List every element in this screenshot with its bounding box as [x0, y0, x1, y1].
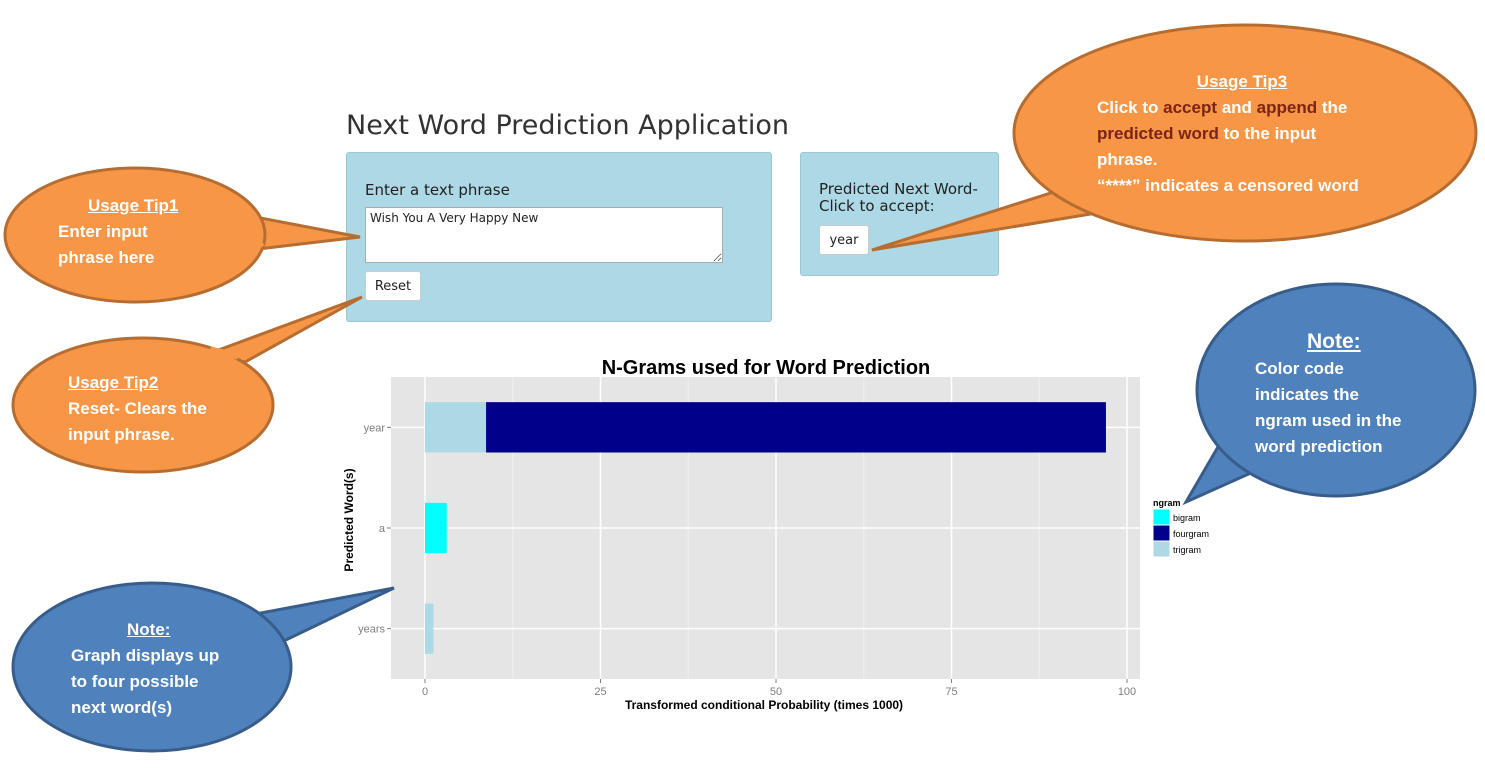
usage-tip2-line2: input phrase. — [68, 425, 175, 444]
x-tick-label: 100 — [1118, 686, 1136, 698]
app-title: Next Word Prediction Application — [346, 110, 790, 141]
legend-label-trigram: trigram — [1173, 545, 1201, 555]
usage-tip1-line1: Enter input — [58, 222, 148, 241]
usage-tip1-text: Usage Tip1 Enter input phrase here — [58, 193, 218, 271]
y-axis-ticks: year a years — [358, 422, 391, 636]
note-graph-line2: to four possible — [71, 672, 199, 691]
bar-fourgram-year — [486, 402, 1106, 453]
x-tick-label: 25 — [594, 686, 606, 698]
note-color-line3: ngram used in the — [1255, 411, 1402, 430]
usage-tip3-line3: phrase. — [1097, 150, 1158, 169]
legend-label-fourgram: fourgram — [1173, 529, 1209, 539]
note-graph-line1: Graph displays up — [71, 646, 220, 665]
usage-tip2-heading: Usage Tip2 — [68, 373, 159, 392]
x-tick-label: 0 — [422, 686, 428, 698]
y-axis-label: Predicted Word(s) — [342, 468, 356, 571]
usage-tip3-line1: Click to accept and append the — [1097, 98, 1348, 117]
reset-button[interactable]: Reset — [365, 271, 421, 301]
note-graph-heading: Note: — [127, 620, 171, 639]
x-axis-ticks: 0 25 50 75 100 — [422, 679, 1136, 698]
note-color-heading: Note: — [1307, 330, 1361, 353]
bar-trigram-years — [425, 603, 434, 654]
legend-key-bigram — [1152, 508, 1171, 526]
y-tick-label: a — [379, 523, 386, 535]
legend-key-trigram — [1152, 540, 1171, 558]
input-panel: Enter a text phrase Wish You A Very Happ… — [346, 152, 772, 322]
x-axis-label: Transformed conditional Probability (tim… — [625, 698, 903, 712]
phrase-input[interactable]: Wish You A Very Happy New — [365, 207, 723, 263]
usage-tip1-heading: Usage Tip1 — [88, 196, 179, 215]
y-tick-label: year — [364, 422, 386, 434]
note-graph-text: Note: Graph displays up to four possible… — [71, 617, 251, 721]
note-color-line1: Color code — [1255, 359, 1344, 378]
x-tick-label: 50 — [770, 686, 782, 698]
bars — [425, 402, 1106, 654]
y-tick-label: years — [358, 624, 385, 636]
x-tick-label: 75 — [945, 686, 957, 698]
usage-tip3-line2: predicted word to the input — [1097, 124, 1317, 143]
legend-key-fourgram — [1152, 524, 1171, 542]
legend-label-bigram: bigram — [1173, 513, 1201, 523]
usage-tip3-heading: Usage Tip3 — [1196, 72, 1288, 91]
usage-tip1-line2: phrase here — [58, 248, 155, 267]
note-graph-line3: next word(s) — [71, 698, 173, 717]
note-color-text: Note: Color code indicates the ngram use… — [1255, 328, 1445, 460]
usage-tip2-line1: Reset- Clears the — [68, 399, 207, 418]
usage-tip2-text: Usage Tip2 Reset- Clears the input phras… — [68, 370, 248, 448]
note-color-line4: word prediction — [1255, 437, 1383, 456]
legend-title: ngram — [1153, 498, 1181, 508]
note-color-line2: indicates the — [1255, 385, 1359, 404]
usage-tip3-line4: “****” indicates a censored word — [1097, 176, 1359, 195]
chart-title: N-Grams used for Word Prediction — [602, 357, 931, 379]
predicted-word-button[interactable]: year — [819, 225, 869, 255]
phrase-input-label: Enter a text phrase — [365, 181, 510, 199]
bar-trigram-year — [425, 402, 487, 453]
usage-tip3-text: Usage Tip3 Click to accept and append th… — [1097, 69, 1407, 199]
bar-bigram-a — [425, 502, 447, 554]
legend: bigram fourgram trigram — [1152, 508, 1209, 558]
